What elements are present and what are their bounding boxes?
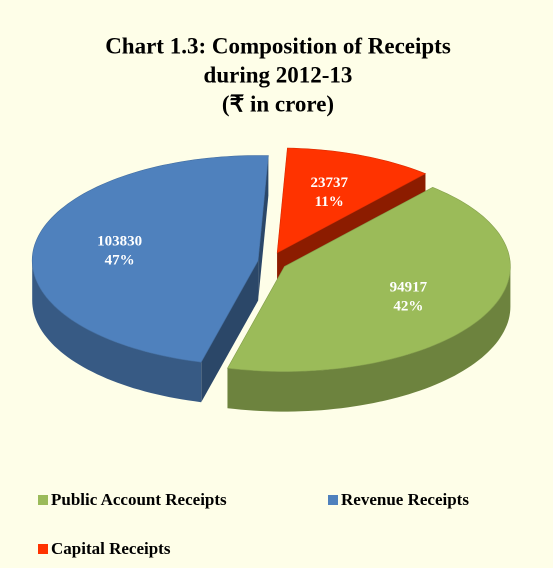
legend-label: Public Account Receipts — [51, 490, 227, 509]
data-label: 47% — [105, 252, 135, 268]
legend-swatch — [38, 544, 48, 554]
chart-title: (₹ in crore) — [222, 91, 334, 116]
legend-label: Revenue Receipts — [341, 490, 469, 509]
slice-side — [32, 260, 202, 403]
slice — [31, 155, 269, 363]
slice — [227, 186, 511, 372]
slice — [276, 147, 427, 254]
data-label: 23737 — [310, 175, 348, 191]
legend-swatch — [38, 495, 48, 505]
data-label: 42% — [393, 298, 423, 314]
data-label: 94917 — [390, 279, 428, 295]
legend-label: Capital Receipts — [51, 539, 171, 558]
legend-swatch — [328, 495, 338, 505]
chart-title: during 2012-13 — [204, 62, 353, 87]
slice-face — [258, 155, 269, 301]
data-label: 103830 — [97, 233, 142, 249]
slice-face — [201, 260, 259, 403]
data-label: 11% — [315, 194, 344, 210]
slice-side — [227, 266, 511, 412]
chart-title: Chart 1.3: Composition of Receipts — [105, 33, 451, 58]
